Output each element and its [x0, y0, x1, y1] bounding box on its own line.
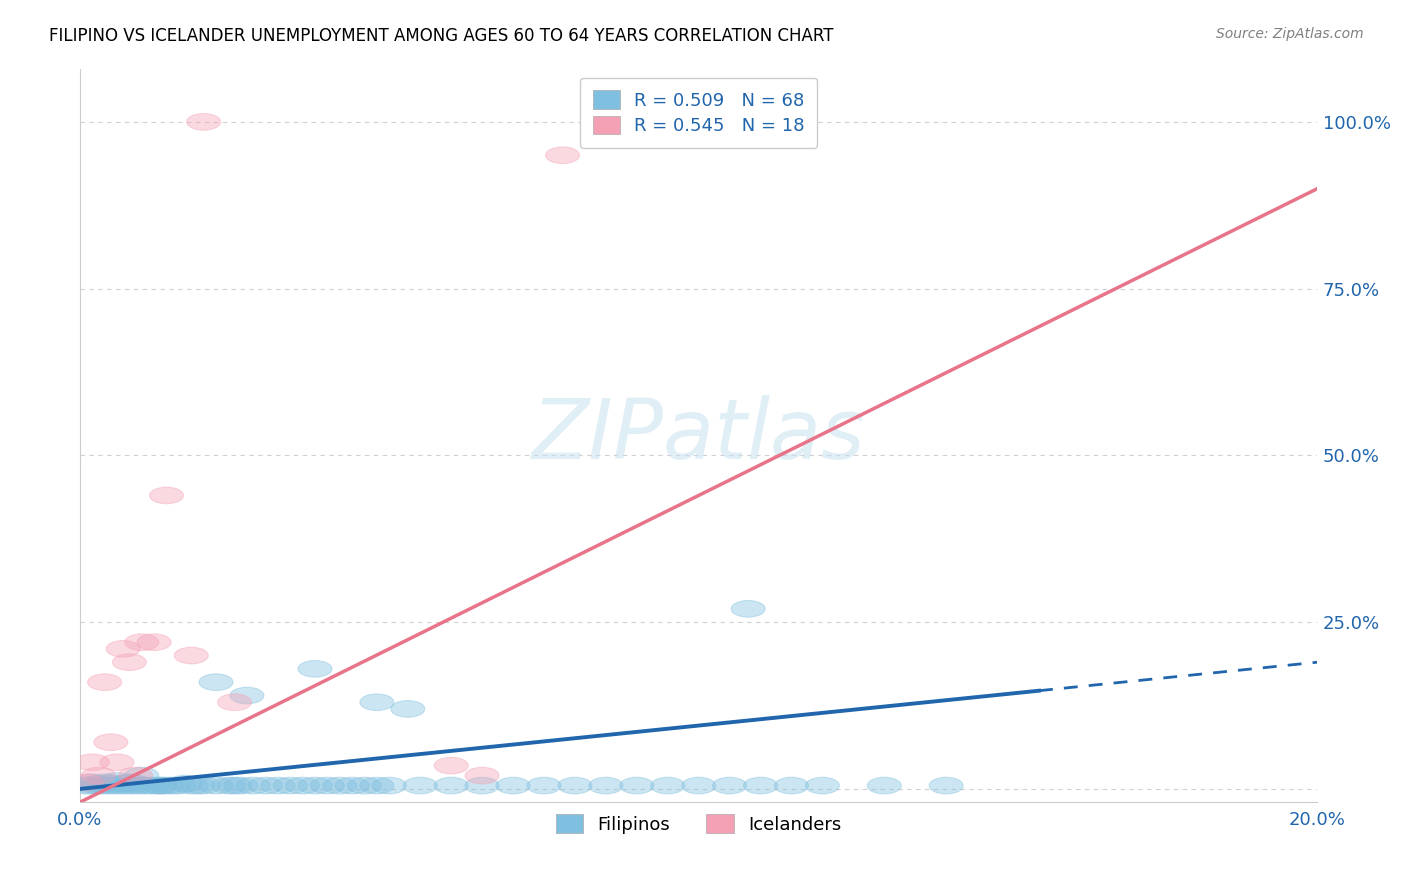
Ellipse shape — [162, 777, 195, 794]
Ellipse shape — [125, 777, 159, 794]
Ellipse shape — [107, 777, 141, 794]
Ellipse shape — [149, 777, 184, 794]
Ellipse shape — [806, 777, 839, 794]
Ellipse shape — [360, 694, 394, 711]
Ellipse shape — [434, 757, 468, 774]
Ellipse shape — [76, 777, 110, 794]
Ellipse shape — [434, 777, 468, 794]
Ellipse shape — [143, 777, 177, 794]
Ellipse shape — [391, 700, 425, 717]
Ellipse shape — [69, 774, 103, 790]
Ellipse shape — [87, 777, 122, 794]
Ellipse shape — [620, 777, 654, 794]
Ellipse shape — [169, 775, 202, 792]
Ellipse shape — [298, 660, 332, 677]
Ellipse shape — [82, 777, 115, 794]
Ellipse shape — [100, 754, 134, 771]
Ellipse shape — [218, 777, 252, 794]
Ellipse shape — [138, 634, 172, 650]
Ellipse shape — [682, 777, 716, 794]
Ellipse shape — [87, 774, 122, 790]
Ellipse shape — [87, 673, 122, 690]
Ellipse shape — [112, 774, 146, 790]
Ellipse shape — [156, 777, 190, 794]
Ellipse shape — [868, 777, 901, 794]
Ellipse shape — [496, 777, 530, 794]
Ellipse shape — [143, 777, 177, 794]
Ellipse shape — [373, 777, 406, 794]
Ellipse shape — [298, 777, 332, 794]
Ellipse shape — [218, 694, 252, 711]
Ellipse shape — [249, 777, 283, 794]
Ellipse shape — [360, 777, 394, 794]
Ellipse shape — [76, 754, 110, 771]
Ellipse shape — [69, 777, 103, 794]
Ellipse shape — [465, 767, 499, 784]
Ellipse shape — [149, 487, 184, 504]
Ellipse shape — [118, 777, 153, 794]
Ellipse shape — [125, 767, 159, 784]
Text: Source: ZipAtlas.com: Source: ZipAtlas.com — [1216, 27, 1364, 41]
Ellipse shape — [187, 777, 221, 794]
Ellipse shape — [713, 777, 747, 794]
Ellipse shape — [651, 777, 685, 794]
Legend: Filipinos, Icelanders: Filipinos, Icelanders — [546, 804, 852, 845]
Ellipse shape — [94, 777, 128, 794]
Ellipse shape — [112, 654, 146, 671]
Ellipse shape — [323, 777, 357, 794]
Ellipse shape — [236, 777, 270, 794]
Ellipse shape — [200, 777, 233, 794]
Ellipse shape — [118, 775, 153, 792]
Ellipse shape — [744, 777, 778, 794]
Ellipse shape — [558, 777, 592, 794]
Ellipse shape — [347, 777, 381, 794]
Ellipse shape — [200, 673, 233, 690]
Ellipse shape — [131, 777, 165, 794]
Ellipse shape — [100, 777, 134, 794]
Ellipse shape — [107, 775, 141, 792]
Text: FILIPINO VS ICELANDER UNEMPLOYMENT AMONG AGES 60 TO 64 YEARS CORRELATION CHART: FILIPINO VS ICELANDER UNEMPLOYMENT AMONG… — [49, 27, 834, 45]
Ellipse shape — [211, 777, 246, 794]
Ellipse shape — [527, 777, 561, 794]
Ellipse shape — [180, 777, 215, 794]
Ellipse shape — [174, 648, 208, 664]
Text: ZIPatlas: ZIPatlas — [531, 395, 866, 476]
Ellipse shape — [589, 777, 623, 794]
Ellipse shape — [138, 777, 172, 794]
Ellipse shape — [273, 777, 308, 794]
Ellipse shape — [404, 777, 437, 794]
Ellipse shape — [112, 777, 146, 794]
Ellipse shape — [82, 767, 115, 784]
Ellipse shape — [262, 777, 295, 794]
Ellipse shape — [76, 774, 110, 790]
Ellipse shape — [546, 147, 579, 163]
Ellipse shape — [125, 634, 159, 650]
Ellipse shape — [94, 734, 128, 750]
Ellipse shape — [311, 777, 344, 794]
Ellipse shape — [118, 767, 153, 784]
Ellipse shape — [775, 777, 808, 794]
Ellipse shape — [82, 775, 115, 792]
Ellipse shape — [100, 772, 134, 789]
Ellipse shape — [187, 113, 221, 130]
Ellipse shape — [465, 777, 499, 794]
Ellipse shape — [929, 777, 963, 794]
Ellipse shape — [107, 640, 141, 657]
Ellipse shape — [285, 777, 319, 794]
Ellipse shape — [224, 777, 257, 794]
Ellipse shape — [231, 687, 264, 704]
Ellipse shape — [335, 777, 370, 794]
Ellipse shape — [731, 600, 765, 617]
Ellipse shape — [174, 777, 208, 794]
Ellipse shape — [94, 775, 128, 792]
